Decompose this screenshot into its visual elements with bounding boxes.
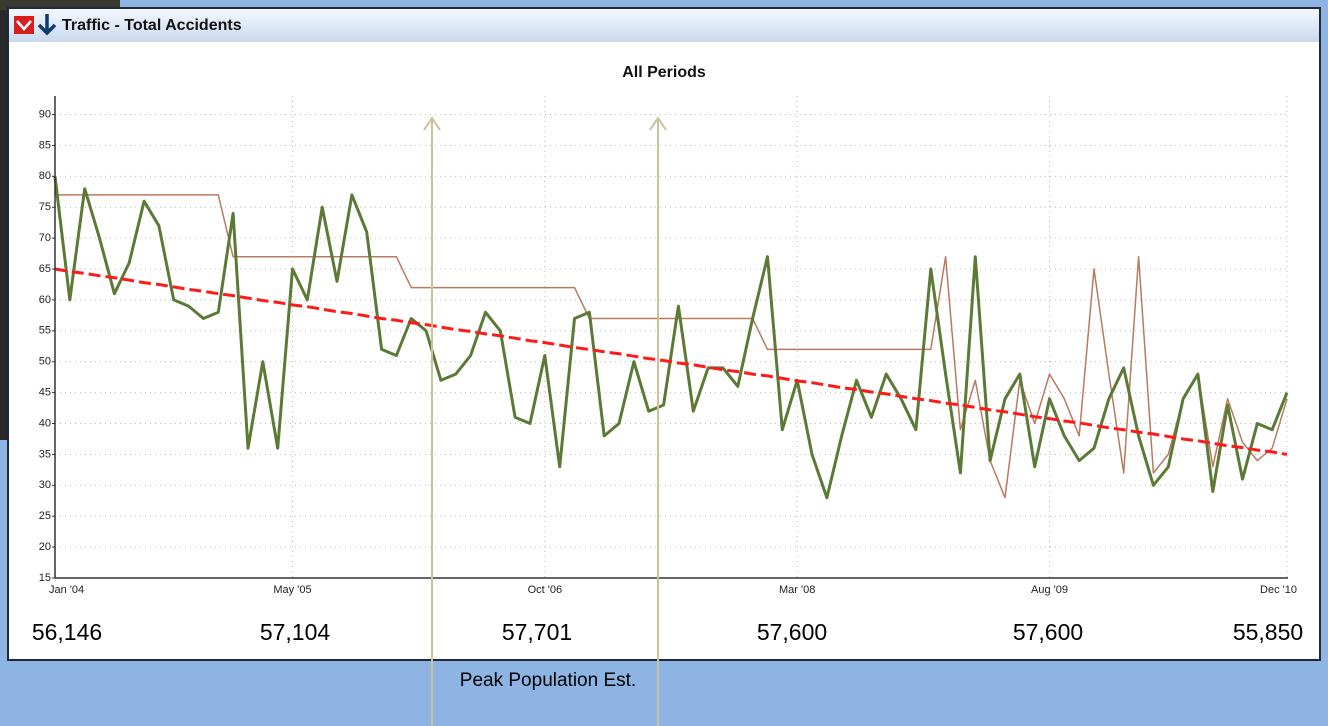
collapse-icon[interactable] (14, 16, 34, 34)
x-tick-label: Oct '06 (528, 584, 563, 596)
y-tick-label: 90 (39, 108, 51, 120)
x-tick-label: Aug '09 (1031, 584, 1068, 596)
x-tick-label: Jan '04 (49, 584, 84, 596)
panel-title: Traffic - Total Accidents (62, 17, 242, 34)
x-tick-label: May '05 (273, 584, 311, 596)
x-tick-label: Mar '08 (779, 584, 815, 596)
y-tick-label: 15 (39, 572, 51, 584)
y-tick-label: 80 (39, 170, 51, 182)
y-tick-label: 20 (39, 541, 51, 553)
y-tick-label: 75 (39, 201, 51, 213)
population-label: 57,701 (502, 619, 572, 645)
population-label: 56,146 (32, 619, 102, 645)
y-tick-label: 35 (39, 448, 51, 460)
y-tick-label: 40 (39, 417, 51, 429)
population-label: 57,104 (260, 619, 331, 645)
y-tick-label: 45 (39, 387, 51, 399)
y-tick-label: 70 (39, 232, 51, 244)
annotation: Peak Population Est. (448, 668, 648, 694)
y-tick-label: 65 (39, 263, 51, 275)
y-tick-label: 30 (39, 479, 51, 491)
panel (8, 8, 1320, 660)
population-label: 57,600 (1013, 619, 1083, 645)
page: Traffic - Total Accidents All Periods 15… (0, 0, 1328, 726)
y-tick-label: 55 (39, 325, 51, 337)
population-label: 55,850 (1233, 619, 1303, 645)
population-label: 57,600 (757, 619, 827, 645)
y-tick-label: 60 (39, 294, 51, 306)
chart: Traffic - Total Accidents All Periods 15… (0, 0, 1328, 726)
y-tick-label: 50 (39, 356, 51, 368)
y-tick-label: 85 (39, 139, 51, 151)
y-tick-label: 25 (39, 510, 51, 522)
chart-title: All Periods (622, 64, 706, 81)
x-tick-label: Dec '10 (1260, 584, 1297, 596)
